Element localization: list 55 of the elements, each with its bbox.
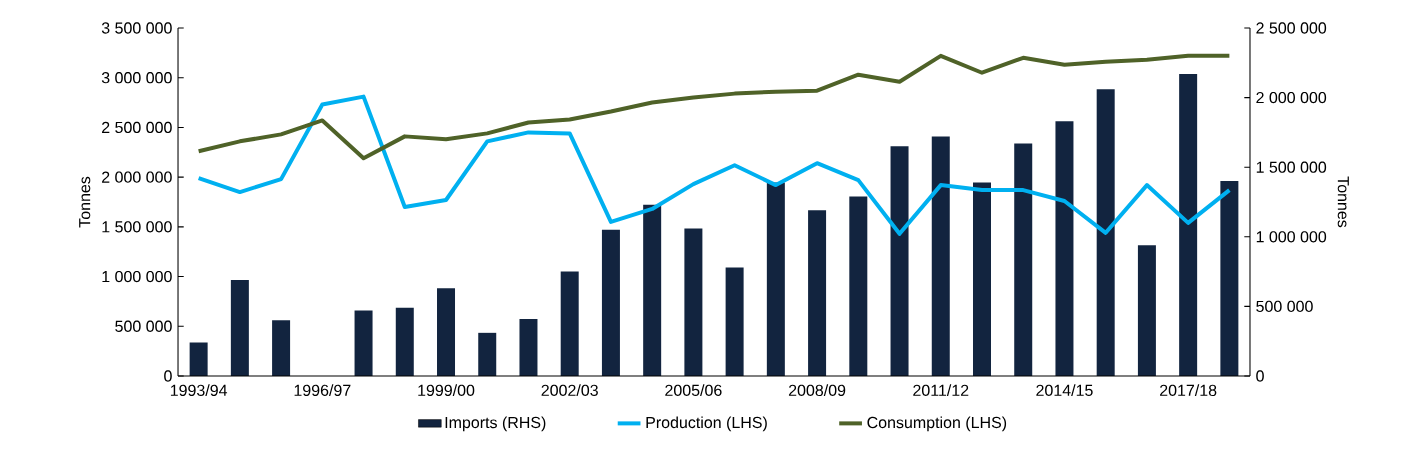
bar bbox=[766, 182, 785, 376]
bar bbox=[1179, 73, 1198, 376]
bar bbox=[272, 320, 291, 376]
bar bbox=[560, 271, 579, 376]
y-tick-label: 1 000 000 bbox=[102, 270, 172, 283]
bar bbox=[808, 210, 827, 376]
bar bbox=[973, 182, 991, 376]
legend-label: Consumption (LHS) bbox=[867, 416, 1007, 432]
y2-tick-label: 1 000 000 bbox=[1256, 231, 1327, 243]
bar bbox=[725, 267, 744, 376]
y2-tick-label: 1 500 000 bbox=[1256, 161, 1327, 173]
x-tick-label: 2008/09 bbox=[788, 384, 846, 396]
bar bbox=[478, 332, 497, 376]
y2-axis-title: Tonnes bbox=[1337, 176, 1349, 228]
y-tick-label: 3 500 000 bbox=[101, 22, 172, 34]
x-tick-label: 2005/06 bbox=[665, 384, 722, 396]
x-tick-label: 2017/18 bbox=[1160, 384, 1217, 396]
legend-label: Production (LHS) bbox=[646, 416, 767, 432]
y-tick-label: 0 bbox=[164, 370, 172, 382]
bar bbox=[849, 196, 868, 376]
bar bbox=[230, 279, 249, 376]
x-tick-label: 1996/97 bbox=[294, 384, 351, 396]
bar bbox=[601, 229, 620, 376]
y-tick-label: 2 000 000 bbox=[102, 171, 172, 183]
x-tick-label: 1993/94 bbox=[170, 384, 228, 396]
bar bbox=[519, 318, 538, 376]
bar bbox=[395, 307, 414, 376]
y2-tick-label: 500 000 bbox=[1256, 300, 1313, 313]
bar bbox=[1096, 89, 1115, 376]
y2-tick-label: 0 bbox=[1256, 370, 1264, 382]
bar bbox=[1055, 121, 1074, 376]
x-tick-label: 2014/15 bbox=[1036, 384, 1093, 396]
y2-tick-label: 2 500 000 bbox=[1256, 22, 1327, 34]
bar bbox=[1014, 143, 1033, 376]
line-series bbox=[196, 53, 1232, 161]
bar bbox=[1137, 245, 1156, 376]
bar bbox=[1220, 181, 1239, 376]
y2-tick-label: 2 000 000 bbox=[1256, 91, 1327, 104]
y-tick-label: 3 000 000 bbox=[101, 72, 172, 84]
y-axis-title: Tonnes bbox=[79, 176, 91, 228]
bar bbox=[890, 146, 909, 376]
bar bbox=[643, 204, 662, 376]
y-tick-label: 2 500 000 bbox=[102, 121, 172, 134]
bar bbox=[189, 342, 208, 376]
bar bbox=[684, 228, 703, 376]
y-tick-label: 1 500 000 bbox=[102, 221, 172, 233]
bar bbox=[931, 136, 950, 376]
bar bbox=[437, 288, 456, 376]
x-tick-label: 2002/03 bbox=[541, 384, 598, 396]
y-tick-label: 500 000 bbox=[115, 320, 172, 332]
x-tick-label: 1999/00 bbox=[418, 384, 475, 396]
bar bbox=[354, 310, 373, 376]
x-tick-label: 2011/12 bbox=[913, 384, 969, 396]
legend-label: Imports (RHS) bbox=[445, 416, 546, 432]
line-series bbox=[196, 94, 1232, 236]
